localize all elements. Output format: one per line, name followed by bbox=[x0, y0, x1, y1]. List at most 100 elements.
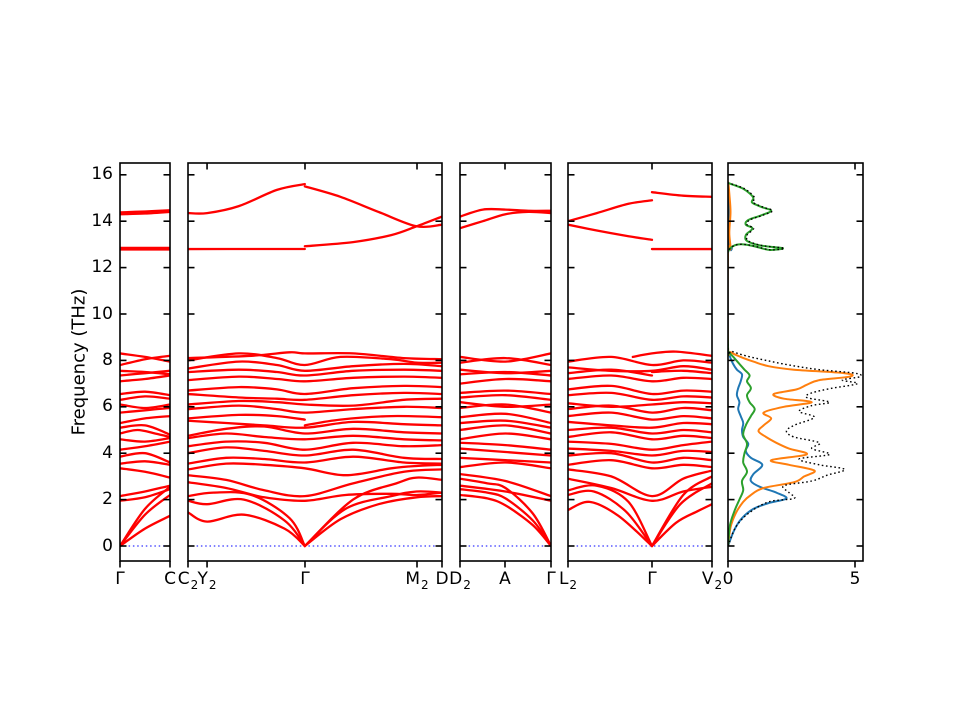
phonon-band-curve bbox=[568, 500, 654, 548]
phonon-band-curve bbox=[188, 455, 442, 465]
phonon-band-curve bbox=[188, 497, 306, 548]
phonon-band-curve bbox=[568, 477, 712, 502]
y-tick-label-2: 2 bbox=[102, 489, 113, 510]
phonon-band-curve bbox=[650, 369, 712, 375]
phonon-band-curve bbox=[188, 511, 306, 548]
phonon-band-curve bbox=[568, 431, 712, 441]
phonon-band-curve bbox=[188, 432, 442, 442]
phonon-band-curve bbox=[460, 493, 551, 548]
phonon-band-curve bbox=[120, 440, 170, 451]
kpoint-label-text: Γ bbox=[115, 569, 125, 589]
kpoint-label-subscript: 2 bbox=[421, 578, 429, 592]
phonon-band-curve bbox=[460, 356, 551, 367]
phonon-band-curve bbox=[460, 403, 551, 414]
phonon-band-curve bbox=[120, 390, 170, 397]
phonon-band-curve bbox=[303, 185, 442, 229]
kpoint-label-Γ: Γ bbox=[546, 569, 555, 589]
phonon-band-curve bbox=[568, 426, 712, 435]
phonon-band-curve bbox=[120, 460, 170, 466]
kpoint-label-subscript: 2 bbox=[714, 578, 723, 592]
kpoint-label-text: D bbox=[449, 569, 463, 589]
kpoint-label-L2: L2 bbox=[559, 569, 577, 592]
kpoint-label-text: Γ bbox=[647, 569, 657, 589]
phonon-band-curve bbox=[460, 488, 551, 548]
kpoint-label-Γ: Γ bbox=[115, 569, 124, 589]
phonon-bands-bands-c2-y2-gamma-m2-d bbox=[188, 182, 442, 548]
kpoint-label-text: V bbox=[701, 569, 714, 589]
phonon-band-curve bbox=[631, 350, 712, 359]
phonon-band-curve bbox=[188, 419, 442, 429]
phonon-band-curve bbox=[188, 384, 442, 396]
y-tick-label-4: 4 bbox=[102, 442, 113, 463]
phonon-band-curve bbox=[460, 389, 551, 396]
y-tick-label-0: 0 bbox=[102, 535, 113, 556]
phonon-band-curve bbox=[460, 472, 551, 498]
phonon-band-curve bbox=[568, 411, 712, 421]
panel-spine bbox=[187, 162, 443, 562]
y-tick-label-12: 12 bbox=[91, 257, 113, 278]
y-tick-label-6: 6 bbox=[102, 396, 113, 417]
phonon-band-curve bbox=[120, 403, 170, 410]
pdos-orange-curve bbox=[728, 181, 854, 547]
kpoint-label-text: C bbox=[177, 569, 190, 589]
kpoint-label-Γ: Γ bbox=[300, 569, 309, 589]
phonon-band-curve bbox=[303, 494, 442, 548]
phonon-band-curve bbox=[568, 391, 712, 401]
phonon-band-curve bbox=[568, 447, 712, 457]
phonon-band-curve bbox=[568, 451, 712, 464]
phonon-band-curve bbox=[188, 397, 442, 407]
kpoint-label-subscript: 2 bbox=[208, 578, 217, 592]
phonon-band-curve bbox=[568, 365, 712, 373]
phonon-band-curve bbox=[188, 468, 442, 498]
kpoint-label-subscript: 2 bbox=[190, 578, 199, 592]
phonon-band-curve bbox=[460, 419, 551, 429]
panel-spine bbox=[119, 162, 171, 562]
phonon-band-curve bbox=[120, 395, 170, 401]
phonon-band-curve bbox=[120, 423, 170, 436]
kpoint-label-A: A bbox=[499, 569, 511, 589]
phonon-band-curve bbox=[303, 476, 442, 548]
phonon-band-curve bbox=[303, 414, 442, 427]
phonon-band-curve bbox=[460, 377, 551, 385]
y-tick-label-10: 10 bbox=[91, 303, 113, 324]
phonon-band-curve bbox=[460, 461, 551, 470]
phonon-band-curve bbox=[120, 414, 170, 425]
phonon-band-curve bbox=[120, 209, 170, 214]
phonon-band-curve bbox=[188, 481, 442, 502]
phonon-band-curve bbox=[120, 210, 170, 216]
phonon-band-curve bbox=[188, 446, 442, 461]
phonon-band-curve bbox=[568, 384, 712, 396]
phonon-band-curve bbox=[188, 375, 442, 383]
kpoint-label-subscript: 2 bbox=[463, 578, 471, 592]
phonon-band-curve bbox=[568, 420, 712, 429]
phonon-band-curve bbox=[460, 424, 551, 435]
phonon-band-curve bbox=[460, 484, 551, 502]
phonon-band-curve bbox=[120, 406, 170, 414]
phonon-band-curve bbox=[568, 199, 654, 223]
pdos-green-curve bbox=[728, 181, 784, 547]
kpoint-label-Y2: Y2 bbox=[198, 569, 217, 592]
phonon-band-curve bbox=[120, 354, 170, 367]
phonon-band-curve bbox=[460, 394, 551, 401]
phonon-band-curve bbox=[188, 440, 442, 451]
kpoint-label-C2: C2 bbox=[177, 569, 199, 592]
phonon-bands-bands-l2-gamma-v2 bbox=[568, 191, 712, 548]
kpoint-label-text: Γ bbox=[300, 569, 310, 589]
phonon-band-curve bbox=[568, 374, 712, 383]
kpoint-label-V2: V2 bbox=[701, 569, 723, 592]
phonon-band-curve bbox=[460, 352, 551, 363]
phonon-band-curve bbox=[120, 451, 170, 464]
phonon-band-curve bbox=[568, 401, 712, 408]
phonon-band-curve bbox=[188, 351, 442, 361]
phonon-band-curve bbox=[120, 436, 170, 443]
phonon-bands-bands-d2-a-gamma bbox=[460, 207, 551, 548]
dos-x-tick-label-5: 5 bbox=[849, 569, 861, 589]
kpoint-label-M2: M2 bbox=[405, 569, 429, 592]
phonon-band-curve bbox=[120, 467, 170, 479]
phonon-band-curve bbox=[460, 207, 551, 218]
phonon-band-curve bbox=[120, 514, 170, 548]
y-tick-label-8: 8 bbox=[102, 349, 113, 370]
phonon-band-curve bbox=[568, 223, 654, 241]
